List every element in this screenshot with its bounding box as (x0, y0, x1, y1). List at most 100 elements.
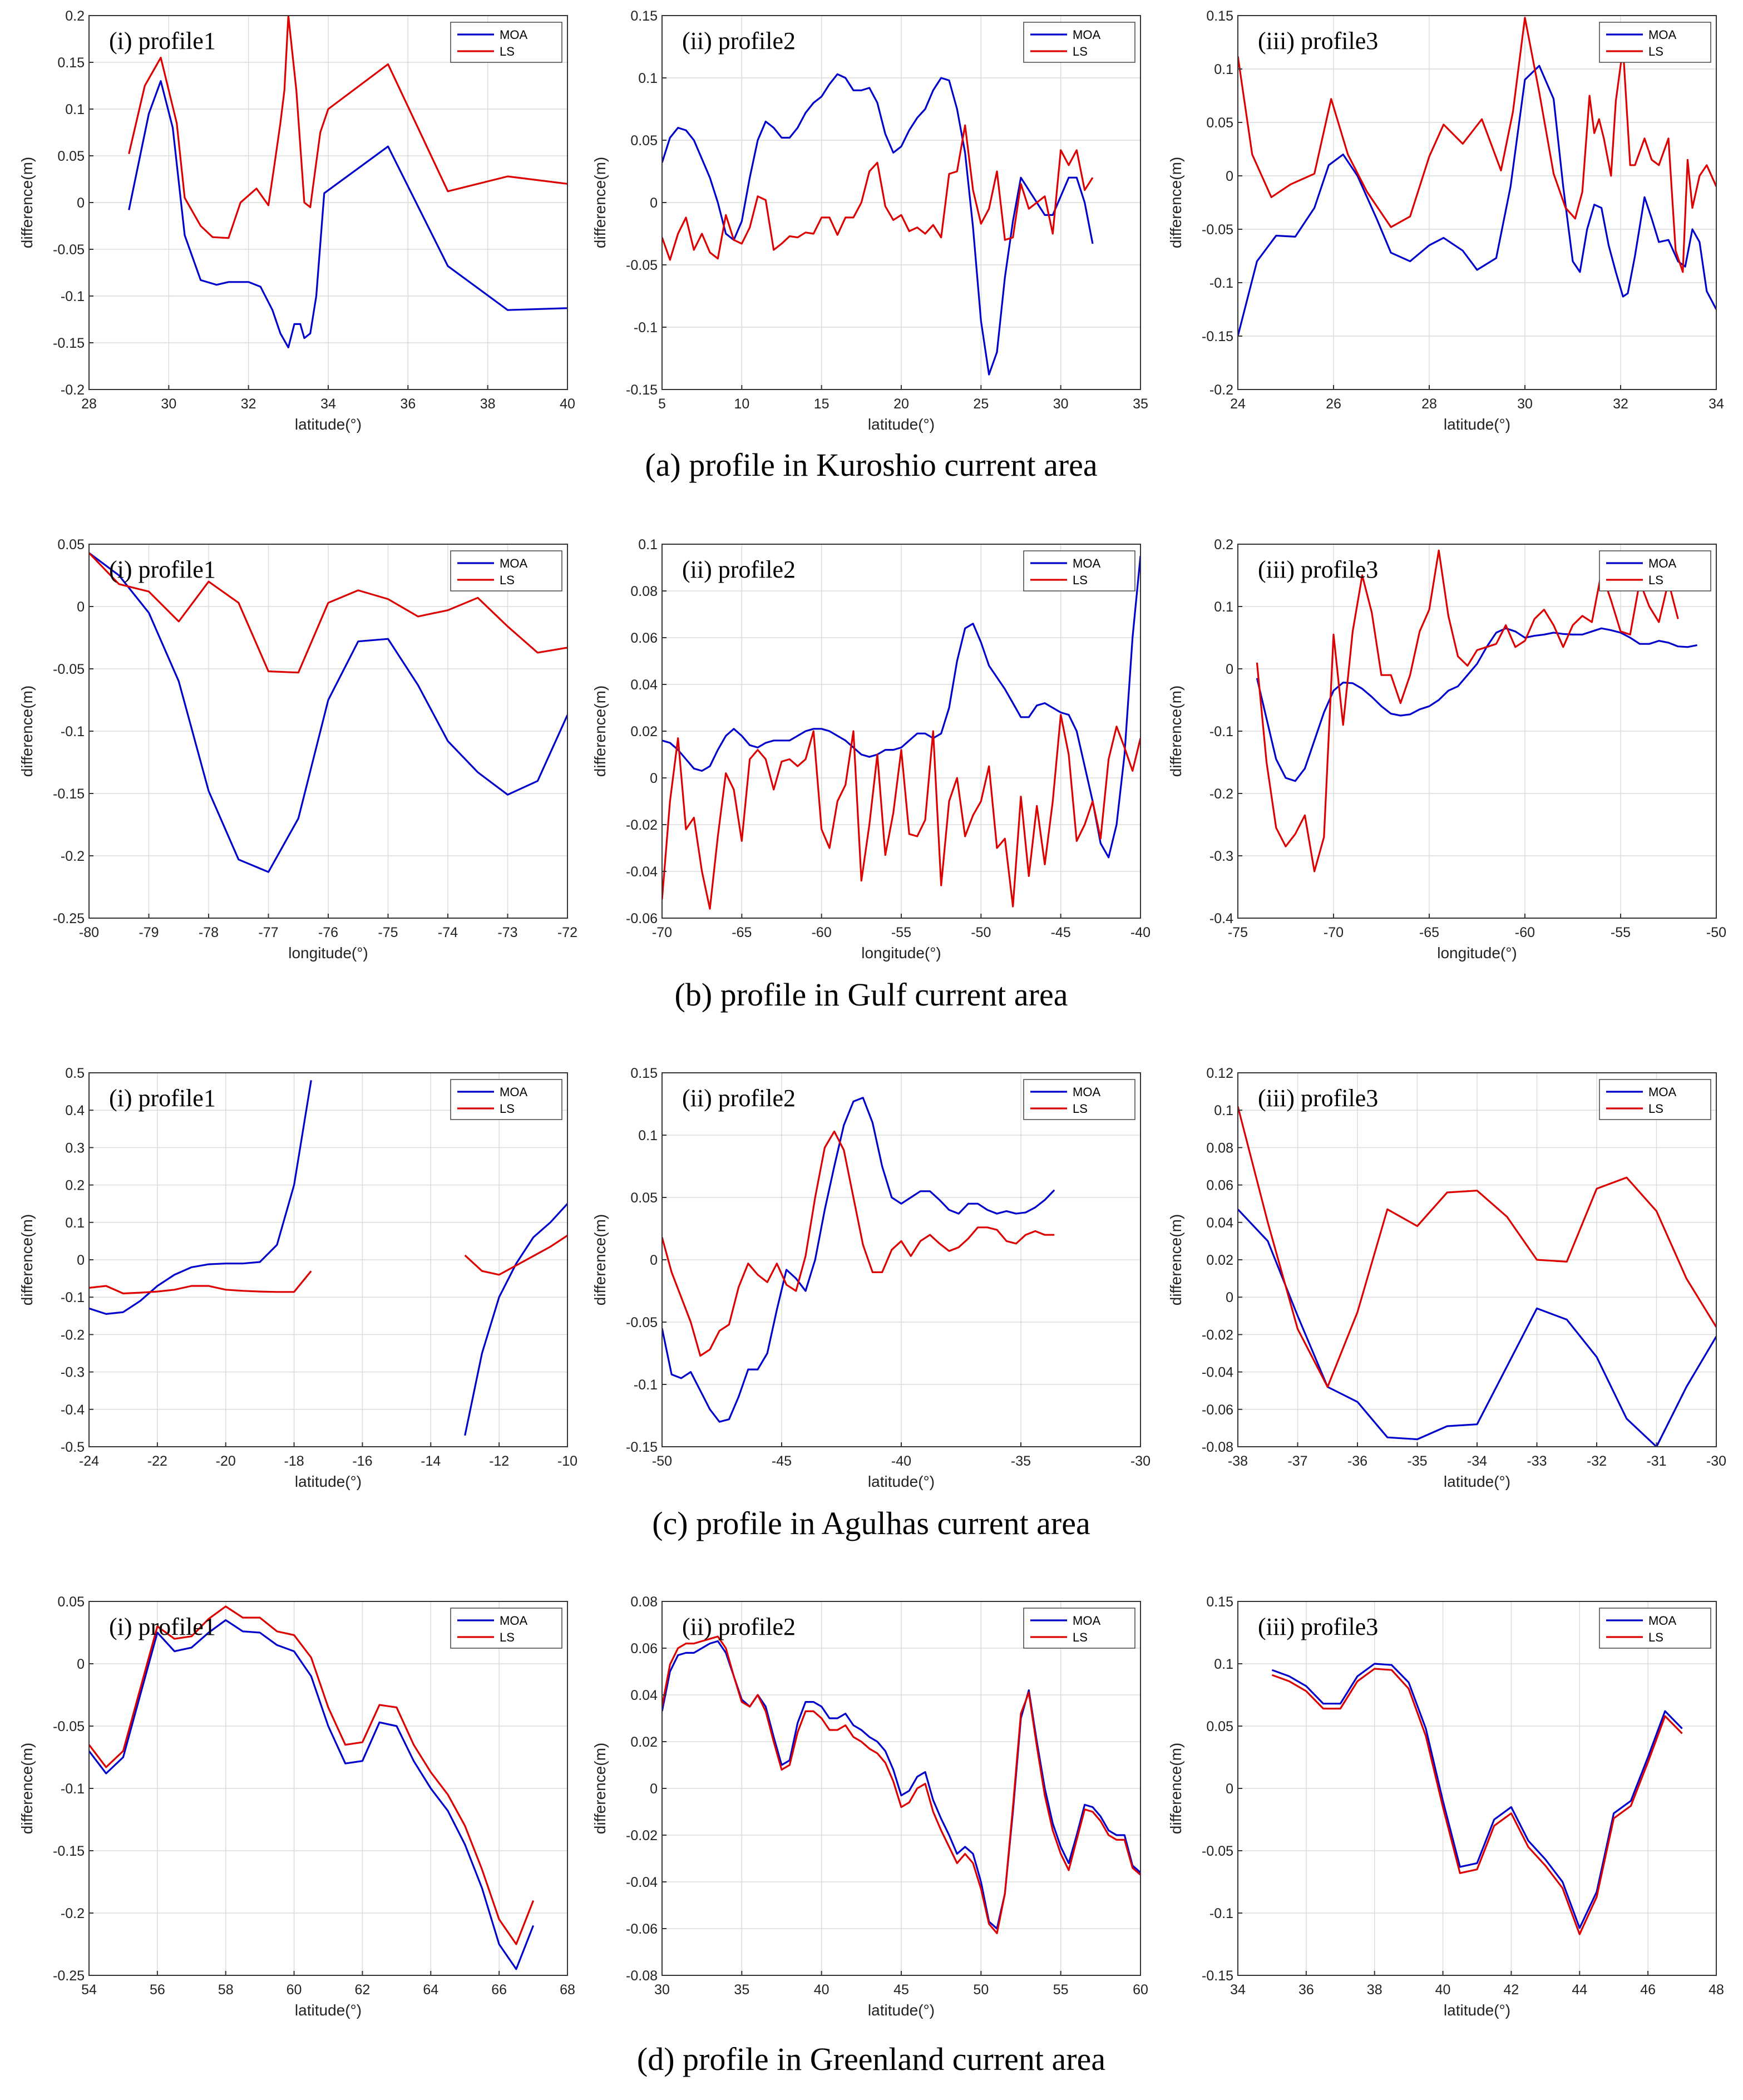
series-line-ls (89, 552, 567, 674)
legend-label-ls: LS (1073, 573, 1088, 587)
x-tick-label: -55 (891, 925, 911, 940)
y-tick-label: -0.1 (61, 289, 85, 304)
series-line-ls (1238, 17, 1716, 273)
y-tick-label: 0 (77, 599, 85, 615)
panel-4-2: 30 35 40 45 50 55 60 -0.08 -0.06 -0.04 -0.02 0 0.02 0… (591, 1594, 1148, 2019)
series-line-moa (1238, 65, 1716, 337)
legend-box (1023, 1079, 1135, 1120)
x-tick-label: -76 (318, 925, 338, 940)
x-tick-label: -20 (216, 1453, 236, 1469)
legend-label-moa: MOA (500, 1085, 527, 1099)
y-tick-label: -0.2 (61, 1327, 85, 1343)
y-tick-label: 0.5 (65, 1066, 85, 1081)
y-tick-label: -0.3 (1209, 849, 1233, 864)
x-tick-label: -35 (1407, 1453, 1427, 1469)
x-tick-label: 26 (1326, 396, 1341, 412)
x-tick-label: 68 (560, 1982, 575, 1998)
legend-label-moa: MOA (1073, 556, 1100, 570)
y-axis-label: difference(m) (591, 1743, 609, 1834)
y-tick-label: -0.15 (626, 382, 658, 398)
series-line-moa (128, 80, 567, 348)
x-tick-label: -10 (557, 1453, 577, 1469)
panel-3-2: -50 -45 -40 -35 -30 -0.15 -0.1 -0.05 0 0.05 0.1 0.1… (591, 1066, 1151, 1490)
panel-title: (iii) profile3 (1258, 1084, 1378, 1112)
legend-label-moa: MOA (500, 28, 527, 42)
panel-title: (i) profile1 (109, 556, 216, 583)
y-tick-label: 0 (77, 1657, 85, 1672)
series-line-moa (662, 73, 1094, 376)
y-tick-label: -0.04 (1202, 1365, 1233, 1381)
x-tick-label: 36 (1298, 1982, 1314, 1998)
y-tick-label: -0.05 (53, 242, 85, 258)
y-tick-label: 0.1 (65, 1215, 85, 1231)
legend: MOA LS (450, 1608, 562, 1649)
x-tick-label: -50 (971, 925, 991, 940)
x-tick-label: -79 (139, 925, 159, 940)
y-tick-label: -0.2 (1209, 382, 1233, 398)
series-line-moa (89, 1080, 312, 1315)
x-tick-label: 25 (973, 396, 989, 412)
y-tick-label: -0.05 (53, 1719, 85, 1734)
y-tick-label: 0.1 (1214, 1657, 1233, 1672)
y-tick-label: 0.1 (638, 537, 658, 553)
x-tick-label: -65 (1419, 925, 1439, 940)
x-axis-label: latitude(°) (1444, 2002, 1510, 2019)
x-tick-label: -77 (258, 925, 278, 940)
legend-label-moa: MOA (1073, 1085, 1100, 1099)
y-tick-label: 0.15 (630, 1066, 658, 1081)
x-tick-label: 5 (658, 396, 666, 412)
y-tick-label: 0.02 (630, 724, 658, 740)
y-tick-label: -0.15 (53, 336, 85, 351)
x-tick-label: -33 (1527, 1453, 1547, 1469)
x-tick-label: -75 (378, 925, 398, 940)
x-tick-label: 60 (1133, 1982, 1148, 1998)
x-tick-label: 38 (480, 396, 496, 412)
series-line-ls (1238, 1106, 1716, 1388)
row-caption: (a) profile in Kuroshio current area (645, 447, 1097, 483)
y-tick-label: -0.2 (61, 382, 85, 398)
x-tick-label: 44 (1572, 1982, 1587, 1998)
legend-label-ls: LS (1648, 1102, 1663, 1116)
panel-title: (ii) profile2 (682, 556, 796, 583)
x-tick-label: -80 (79, 925, 99, 940)
y-axis-label: difference(m) (591, 686, 609, 777)
x-tick-label: -75 (1228, 925, 1248, 940)
legend: MOA LS (1023, 550, 1135, 591)
x-tick-label: 20 (893, 396, 909, 412)
legend-label-ls: LS (500, 573, 515, 587)
x-tick-label: 55 (1053, 1982, 1069, 1998)
x-tick-label: 30 (1517, 396, 1533, 412)
legend-label-ls: LS (500, 1102, 515, 1116)
legend-label-ls: LS (1073, 1102, 1088, 1116)
x-tick-label: -65 (732, 925, 752, 940)
y-tick-label: 0.05 (57, 1594, 85, 1610)
x-tick-label: -24 (79, 1453, 99, 1469)
legend: MOA LS (450, 22, 562, 63)
y-tick-label: -0.1 (1209, 275, 1233, 291)
x-tick-label: -16 (352, 1453, 372, 1469)
x-tick-label: 34 (1230, 1982, 1246, 1998)
x-tick-label: -30 (1706, 1453, 1726, 1469)
panel-2-3: -75 -70 -65 -60 -55 -50 -0.4 -0.3 -0.2 -0.1 0 0.1 0.… (1167, 537, 1726, 962)
y-tick-label: -0.15 (626, 1440, 658, 1455)
x-tick-label: -70 (1324, 925, 1344, 940)
legend: MOA LS (1023, 1608, 1135, 1649)
legend-label-ls: LS (1648, 1630, 1663, 1644)
panel-title: (iii) profile3 (1258, 556, 1378, 583)
x-tick-label: -40 (891, 1453, 911, 1469)
y-tick-label: 0.1 (638, 71, 658, 86)
y-tick-label: -0.15 (1202, 1968, 1233, 1984)
y-tick-label: 0.15 (630, 8, 658, 24)
x-tick-label: 40 (560, 396, 575, 412)
legend-box (1023, 1608, 1135, 1649)
series-line-ls (662, 1635, 1140, 1934)
legend-box (450, 22, 562, 63)
y-tick-label: -0.4 (61, 1402, 85, 1418)
panel-1-3: 24 26 28 30 32 34 -0.2 -0.15 -0.1 -0.05 0 0.05 0.1 0.… (1167, 8, 1724, 433)
x-tick-label: 60 (287, 1982, 302, 1998)
x-tick-label: -78 (199, 925, 219, 940)
y-tick-label: -0.15 (53, 1843, 85, 1859)
legend: MOA LS (1023, 1079, 1135, 1120)
y-tick-label: 0.05 (57, 537, 85, 553)
y-axis-label: difference(m) (1167, 157, 1184, 248)
